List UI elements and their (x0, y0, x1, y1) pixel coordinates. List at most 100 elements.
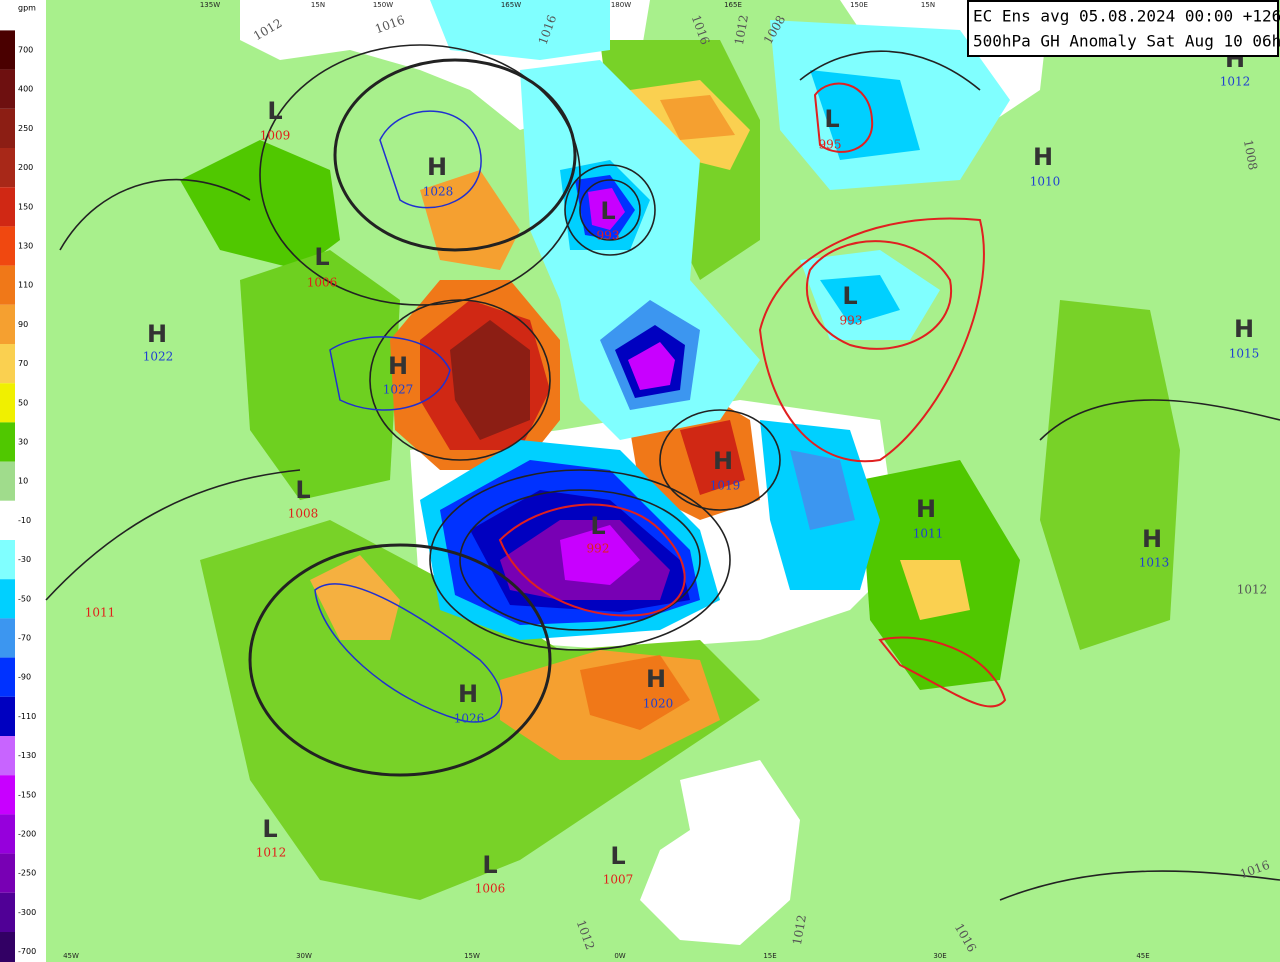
colorbar-label: -110 (18, 712, 36, 721)
center-letter: L (314, 243, 329, 271)
red-contour (878, 636, 1007, 708)
center-letter: H (147, 320, 167, 348)
title-line: 500hPa GH Anomaly Sat Aug 10 06h (973, 32, 1280, 51)
field-positive (660, 95, 735, 140)
center-letter: L (267, 97, 282, 125)
colorbar-label: -50 (18, 594, 31, 603)
colorbar-swatch (0, 892, 15, 932)
isobar (579, 179, 641, 241)
colorbar-swatch (0, 108, 15, 148)
colorbar-swatch (0, 657, 15, 697)
colorbar: 700 400 250 200 150 130 110 90 70 50 30 10 -10 -30 -50… (0, 0, 46, 962)
colorbar-swatch (0, 814, 15, 854)
colorbar-label: 200 (18, 163, 33, 172)
contour-label: 1012 (1237, 583, 1268, 597)
lon-label: 180W (611, 1, 631, 9)
red-contour (498, 503, 686, 617)
lon-label: 45W (63, 952, 79, 960)
title-line: EC Ens avg 05.08.2024 00:00 +126 h (973, 7, 1280, 26)
colorbar-label: -250 (18, 869, 36, 878)
isobar (369, 299, 551, 461)
center-letter: H (1234, 315, 1254, 343)
isobar (333, 58, 577, 252)
colorbar-swatch (0, 148, 15, 188)
field-negative (810, 70, 920, 160)
field-negative (560, 525, 640, 585)
center-value: 995 (819, 138, 842, 152)
colorbar-label: 70 (18, 359, 28, 368)
colorbar-swatch (0, 383, 15, 423)
lon-label: 30E (933, 952, 946, 960)
colorbar-label: -130 (18, 751, 36, 760)
red-contour (758, 217, 985, 463)
center-letter: H (427, 153, 447, 181)
colorbar-label: 250 (18, 124, 33, 133)
center-letter: L (295, 476, 310, 504)
pressure-centers: L 1009 H 1028 L 1006 H 1022 H 1027 L 100… (85, 45, 1260, 896)
center-letter: L (824, 105, 839, 133)
colorbar-label-bg (15, 0, 46, 962)
colorbar-swatch (0, 932, 15, 962)
colorbar-label: -300 (18, 908, 36, 917)
anomaly-field (46, 0, 1280, 962)
colorbar-label: -30 (18, 555, 31, 564)
lon-label: 15N (311, 1, 325, 9)
colorbar-swatch (0, 265, 15, 305)
colorbar-swatch (0, 736, 15, 776)
center-value: 1006 (307, 276, 338, 290)
center-value: 1011 (913, 527, 944, 541)
field-negative (430, 0, 610, 60)
colorbar-swatch (0, 187, 15, 227)
title-frame (967, 0, 1279, 57)
blue-contour (379, 110, 482, 209)
center-value: 1028 (423, 185, 454, 199)
lon-label: 150E (850, 1, 868, 9)
center-letter: H (713, 447, 733, 475)
contours (45, 44, 1280, 901)
field-positive (680, 420, 745, 495)
center-letter: H (388, 352, 408, 380)
colorbar-swatch (0, 696, 15, 736)
colorbar-swatch (0, 226, 15, 266)
title-box: EC Ens avg 05.08.2024 00:00 +126 h 500hP… (967, 0, 1280, 57)
field-negative (588, 188, 625, 230)
colorbar-label: -150 (18, 790, 36, 799)
isobar (429, 469, 731, 651)
center-letter: L (262, 815, 277, 843)
center-value: 1007 (603, 873, 634, 887)
center-value: 1011 (85, 606, 116, 620)
field-positive (580, 655, 690, 730)
center-value: 1009 (260, 129, 291, 143)
isobar (659, 409, 781, 511)
center-value: 1022 (143, 350, 174, 364)
center-value: 1027 (383, 383, 414, 397)
field-neutral (640, 760, 800, 945)
contour-label: 1012 (732, 14, 751, 47)
colorbar-label: 50 (18, 398, 28, 407)
field-positive (240, 250, 400, 500)
lon-label: 165E (724, 1, 742, 9)
field-negative (520, 60, 760, 440)
lon-label: 15E (763, 952, 776, 960)
colorbar-unit: gpm (18, 4, 36, 13)
blue-contour (314, 583, 503, 723)
colorbar-label: 10 (18, 477, 28, 486)
contour-label: 1008 (1241, 139, 1260, 172)
longitude-labels: 135W 15N 150W 165W 180W 165E 150E 15N 45… (63, 1, 1150, 960)
colorbar-label: -10 (18, 516, 31, 525)
red-contour (813, 82, 874, 153)
center-value: 993 (840, 314, 863, 328)
center-value: 1015 (1229, 347, 1260, 361)
colorbar-swatch (0, 69, 15, 109)
center-value: 992 (587, 542, 610, 556)
center-value: 1013 (1139, 556, 1170, 570)
colorbar-label: 110 (18, 281, 33, 290)
colorbar-swatch (0, 579, 15, 619)
colorbar-label: -200 (18, 830, 36, 839)
lon-label: 165W (501, 1, 521, 9)
lon-label: 45E (1136, 952, 1149, 960)
center-letter: H (646, 665, 666, 693)
field-negative (820, 275, 900, 325)
red-contour (805, 240, 953, 350)
